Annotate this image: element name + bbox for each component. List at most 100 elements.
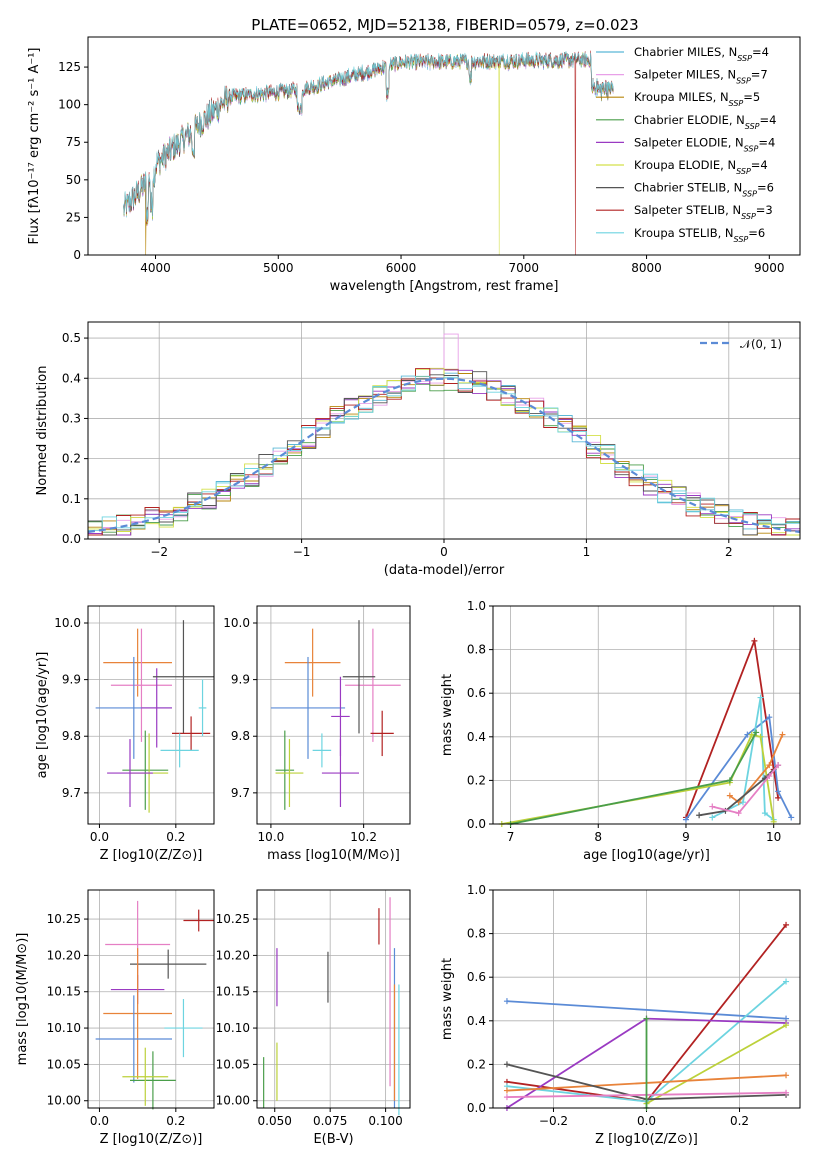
y-tick-label: 10.25 [216, 912, 250, 926]
y-tick-label: 10.05 [47, 1057, 81, 1071]
series-line [685, 637, 779, 818]
series-line [646, 1024, 787, 1105]
gaussian-curve [87, 377, 801, 534]
axes-frame [87, 889, 215, 1109]
x-axis-label: Z [log10(Z/Z⊙)] [100, 1132, 203, 1147]
y-tick-label: 0.8 [467, 927, 486, 941]
y-tick-label: 0.4 [62, 371, 81, 385]
y-tick-label: 1.0 [467, 883, 486, 897]
x-tick-label: −1 [293, 545, 311, 559]
x-tick-label: 0.2 [730, 1114, 749, 1128]
series-marker [735, 810, 742, 817]
y-tick-label: 0.4 [467, 1014, 486, 1028]
x-tick-label: 0.050 [258, 1114, 292, 1128]
x-tick-label: 10 [766, 830, 781, 844]
x-tick-label: 8000 [631, 261, 662, 275]
y-axis-label: Flux [fλ10⁻¹⁷ erg cm⁻² s⁻¹ A⁻¹] [27, 48, 42, 245]
series-marker [783, 1089, 790, 1096]
x-tick-label: 0.0 [90, 1114, 109, 1128]
y-tick-label: 10.0 [54, 616, 81, 630]
y-tick-label: 0.6 [467, 970, 486, 984]
y-tick-label: 9.8 [62, 729, 81, 743]
axes-frame [87, 36, 801, 256]
y-axis-label: mass weight [440, 958, 455, 1040]
y-tick-label: 0.1 [62, 492, 81, 506]
y-tick-label: 0.2 [467, 773, 486, 787]
y-tick-label: 10.10 [216, 1021, 250, 1035]
y-tick-label: 100 [58, 98, 81, 112]
histogram-step [88, 333, 800, 536]
series-line [501, 733, 775, 825]
y-tick-label: 10.10 [47, 1021, 81, 1035]
histogram-step [88, 375, 800, 531]
series-marker [775, 788, 782, 795]
y-tick-label: 0.5 [62, 331, 81, 345]
axes-frame [256, 605, 411, 825]
y-axis-label: mass weight [440, 674, 455, 756]
y-axis-label: Normed distribution [35, 366, 50, 496]
spectrum-line [123, 51, 614, 222]
axes-frame [492, 889, 801, 1109]
series-line [510, 731, 757, 825]
y-tick-label: 125 [58, 60, 81, 74]
x-tick-label: 9 [682, 830, 690, 844]
series-marker [751, 637, 758, 644]
y-tick-label: 0.3 [62, 411, 81, 425]
x-tick-label: 0.075 [313, 1114, 347, 1128]
spectrum-line [123, 53, 614, 227]
series-marker [748, 731, 755, 738]
y-tick-label: 0.2 [62, 452, 81, 466]
legend-entry: Salpeter STELIB, NSSP=3 [634, 203, 773, 221]
x-tick-label: 0.100 [368, 1114, 402, 1128]
y-tick-label: 9.9 [62, 673, 81, 687]
y-tick-label: 10.05 [216, 1057, 250, 1071]
x-tick-label: 2 [725, 545, 733, 559]
x-tick-label: 8 [594, 830, 602, 844]
y-tick-label: 10.00 [216, 1094, 250, 1108]
series-marker [775, 794, 782, 801]
legend-entry: Salpeter ELODIE, NSSP=4 [634, 135, 775, 153]
series-marker [709, 803, 716, 810]
y-tick-label: 10.15 [47, 985, 81, 999]
series-marker [726, 777, 733, 784]
legend-entry: 𝒩(0, 1) [740, 337, 782, 351]
y-tick-label: 9.7 [231, 786, 250, 800]
x-tick-label: 0.2 [166, 1114, 185, 1128]
x-tick-label: 0.0 [637, 1114, 656, 1128]
chart-title: PLATE=0652, MJD=52138, FIBERID=0579, z=0… [251, 16, 638, 34]
series-marker [766, 714, 773, 721]
series-marker [503, 998, 510, 1005]
x-axis-label: E(B-V) [313, 1132, 353, 1147]
x-tick-label: 6000 [386, 261, 417, 275]
spectrum-line [123, 52, 614, 256]
y-tick-label: 0.0 [467, 817, 486, 831]
series-line [506, 1000, 787, 1020]
series-marker [643, 1015, 650, 1022]
legend-entry: Kroupa MILES, NSSP=5 [634, 90, 760, 108]
axes-frame [256, 889, 411, 1109]
series-marker [726, 792, 733, 799]
series-line [712, 764, 779, 815]
x-axis-label: wavelength [Angstrom, rest frame] [330, 279, 559, 294]
axes-frame [492, 605, 801, 825]
y-tick-label: 10.20 [47, 948, 81, 962]
x-tick-label: 1 [583, 545, 591, 559]
legend-entry: Chabrier ELODIE, NSSP=4 [634, 113, 776, 131]
histogram-step [88, 371, 800, 536]
x-tick-label: 10.2 [350, 830, 377, 844]
x-axis-label: Z [log10(Z/Z⊙)] [595, 1132, 698, 1147]
series-line [698, 764, 779, 817]
y-tick-label: 10.15 [216, 985, 250, 999]
y-axis-label: age [log10(age/yr)] [35, 652, 50, 779]
series-marker [775, 762, 782, 769]
y-tick-label: 9.8 [231, 729, 250, 743]
y-tick-label: 9.9 [231, 673, 250, 687]
axes-frame [87, 321, 801, 540]
spectrum-line [123, 52, 614, 256]
spectrum-line [123, 52, 614, 224]
y-tick-label: 10.20 [216, 948, 250, 962]
y-tick-label: 0.8 [467, 643, 486, 657]
x-tick-label: −0.2 [539, 1114, 568, 1128]
histogram-step [88, 372, 800, 536]
